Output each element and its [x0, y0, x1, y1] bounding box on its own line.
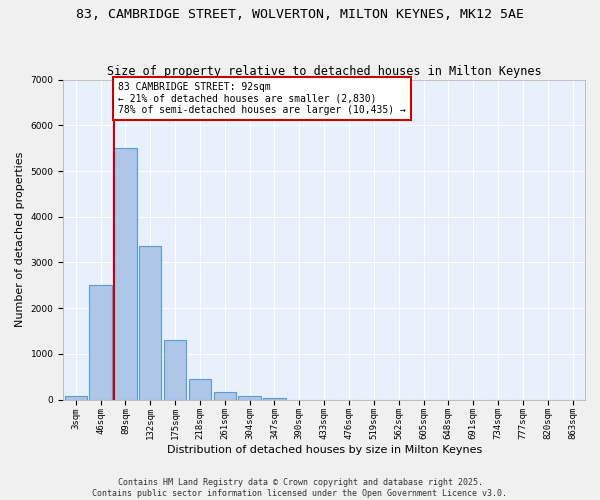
Bar — [89, 286, 112, 400]
Bar — [189, 379, 211, 400]
Y-axis label: Number of detached properties: Number of detached properties — [15, 152, 25, 328]
Bar — [65, 396, 87, 400]
Bar — [238, 396, 261, 400]
Bar — [164, 340, 186, 400]
Text: 83, CAMBRIDGE STREET, WOLVERTON, MILTON KEYNES, MK12 5AE: 83, CAMBRIDGE STREET, WOLVERTON, MILTON … — [76, 8, 524, 20]
Text: 83 CAMBRIDGE STREET: 92sqm
← 21% of detached houses are smaller (2,830)
78% of s: 83 CAMBRIDGE STREET: 92sqm ← 21% of deta… — [118, 82, 406, 115]
Bar — [263, 398, 286, 400]
Title: Size of property relative to detached houses in Milton Keynes: Size of property relative to detached ho… — [107, 66, 541, 78]
Bar — [214, 392, 236, 400]
Bar — [139, 246, 161, 400]
X-axis label: Distribution of detached houses by size in Milton Keynes: Distribution of detached houses by size … — [167, 445, 482, 455]
Bar — [114, 148, 137, 400]
Text: Contains HM Land Registry data © Crown copyright and database right 2025.
Contai: Contains HM Land Registry data © Crown c… — [92, 478, 508, 498]
